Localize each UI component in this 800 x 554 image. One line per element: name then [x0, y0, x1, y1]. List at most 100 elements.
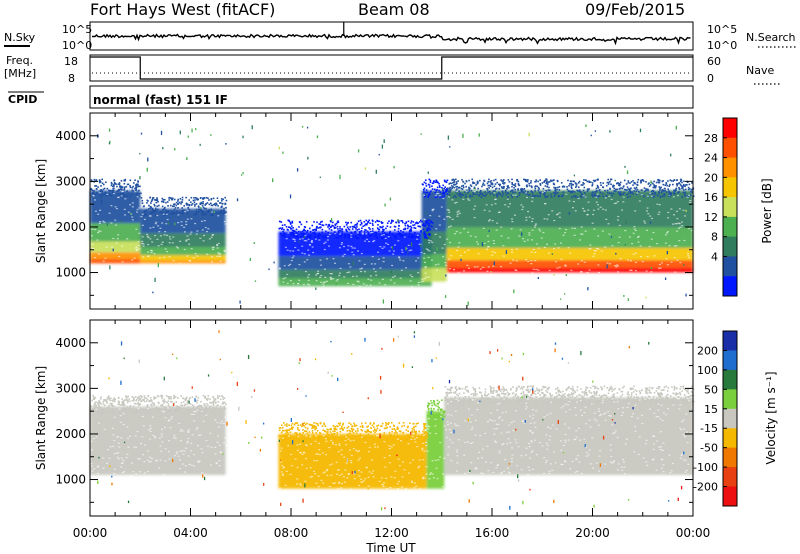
- echo-pixel: [209, 401, 211, 404]
- echo-pixel: [423, 236, 426, 239]
- echo-pixel: [95, 401, 97, 403]
- echo-pixel: [603, 385, 606, 388]
- echo-pixel: [282, 422, 285, 424]
- echo-pixel: [335, 222, 338, 225]
- echo-pixel: [113, 182, 116, 185]
- echo-pixel: [463, 392, 465, 394]
- echo-gap: [455, 470, 458, 472]
- freq-panel: Freq. [MHz] 18 8 60 0 Nave: [4, 54, 782, 85]
- echo-pixel: [650, 190, 653, 193]
- echo-pixel: [184, 404, 186, 407]
- echo-gap: [433, 252, 436, 254]
- echo-pixel: [658, 386, 661, 388]
- echo-pixel: [286, 438, 289, 440]
- echo-pixel: [659, 398, 662, 401]
- echo-pixel: [443, 193, 446, 195]
- echo-gap: [362, 480, 365, 482]
- echo-gap: [397, 458, 400, 460]
- echo-gap: [604, 419, 607, 421]
- echo-pixel: [168, 397, 170, 400]
- echo-gap: [505, 431, 508, 433]
- echo-gap: [343, 276, 346, 278]
- echo-pixel: [454, 178, 457, 181]
- echo-pixel: [223, 207, 225, 210]
- echo-pixel: [437, 181, 439, 184]
- echo-pixel: [524, 394, 527, 396]
- echo-pixel: [445, 398, 448, 401]
- echo-gap: [425, 248, 428, 250]
- echo-pixel: [626, 401, 628, 404]
- echo-pixel: [402, 231, 404, 233]
- echo-pixel: [571, 385, 574, 388]
- echo-pixel: [452, 399, 455, 402]
- echo-gap: [117, 458, 120, 460]
- echo-pixel: [205, 213, 208, 216]
- echo-pixel: [438, 413, 441, 416]
- echo-pixel: [604, 399, 606, 402]
- echo-pixel: [511, 189, 514, 192]
- echo-gap: [531, 409, 534, 411]
- echo-pixel: [354, 439, 357, 442]
- echo-pixel: [467, 390, 470, 392]
- echo-pixel: [457, 401, 460, 403]
- echo-pixel: [410, 227, 413, 229]
- echo-gap: [623, 473, 626, 475]
- echo-pixel: [183, 209, 185, 212]
- echo-pixel: [435, 179, 438, 182]
- echo-pixel: [312, 232, 314, 234]
- echo-gap: [359, 268, 362, 270]
- echo-gap: [184, 465, 187, 467]
- echo-pixel: [600, 386, 602, 388]
- echo-pixel: [662, 389, 664, 391]
- y-tick-label: 4000: [55, 129, 86, 143]
- echo-gap: [349, 440, 352, 442]
- echo-gap: [179, 240, 182, 242]
- echo-gap: [649, 192, 652, 194]
- echo-gap: [110, 205, 113, 207]
- echo-gap: [102, 467, 105, 469]
- echo-pixel: [280, 431, 283, 434]
- echo-gap: [620, 414, 623, 416]
- scatter-pixel: [565, 274, 567, 277]
- echo-pixel: [692, 388, 695, 390]
- echo-pixel: [140, 192, 142, 195]
- echo-pixel: [371, 424, 374, 427]
- echo-gap: [422, 459, 425, 461]
- echo-gap: [187, 431, 190, 433]
- scatter-pixel: [157, 263, 160, 268]
- echo-gap: [490, 412, 493, 414]
- echo-pixel: [593, 390, 595, 393]
- echo-gap: [116, 238, 119, 240]
- echo-gap: [415, 485, 418, 487]
- echo-pixel: [641, 396, 643, 398]
- echo-pixel: [339, 422, 341, 424]
- echo-pixel: [162, 208, 164, 211]
- echo-gap: [528, 232, 531, 234]
- echo-pixel: [573, 390, 576, 392]
- echo-gap: [289, 473, 292, 476]
- echo-pixel: [485, 397, 488, 399]
- echo-pixel: [687, 186, 690, 189]
- echo-pixel: [450, 386, 452, 389]
- echo-pixel: [284, 233, 286, 235]
- echo-pixel: [427, 402, 430, 405]
- echo-pixel: [555, 392, 558, 394]
- nave-tick-low: 0: [707, 72, 714, 85]
- echo-gap: [390, 476, 393, 478]
- echo-pixel: [186, 396, 188, 399]
- echo-pixel: [345, 221, 347, 224]
- y-tick-label: 1000: [55, 266, 86, 280]
- scatter-pixel: [375, 169, 377, 174]
- echo-pixel: [129, 400, 131, 403]
- echo-gap: [456, 215, 459, 217]
- echo-gap: [486, 270, 489, 272]
- echo-gap: [207, 445, 210, 447]
- echo-pixel: [315, 439, 318, 442]
- echo-gap: [352, 254, 355, 256]
- echo-pixel: [565, 398, 568, 401]
- echo-pixel: [562, 194, 564, 196]
- echo-pixel: [399, 233, 401, 235]
- echo-gap: [183, 471, 186, 473]
- echo-pixel: [502, 180, 504, 183]
- echo-pixel: [364, 224, 366, 227]
